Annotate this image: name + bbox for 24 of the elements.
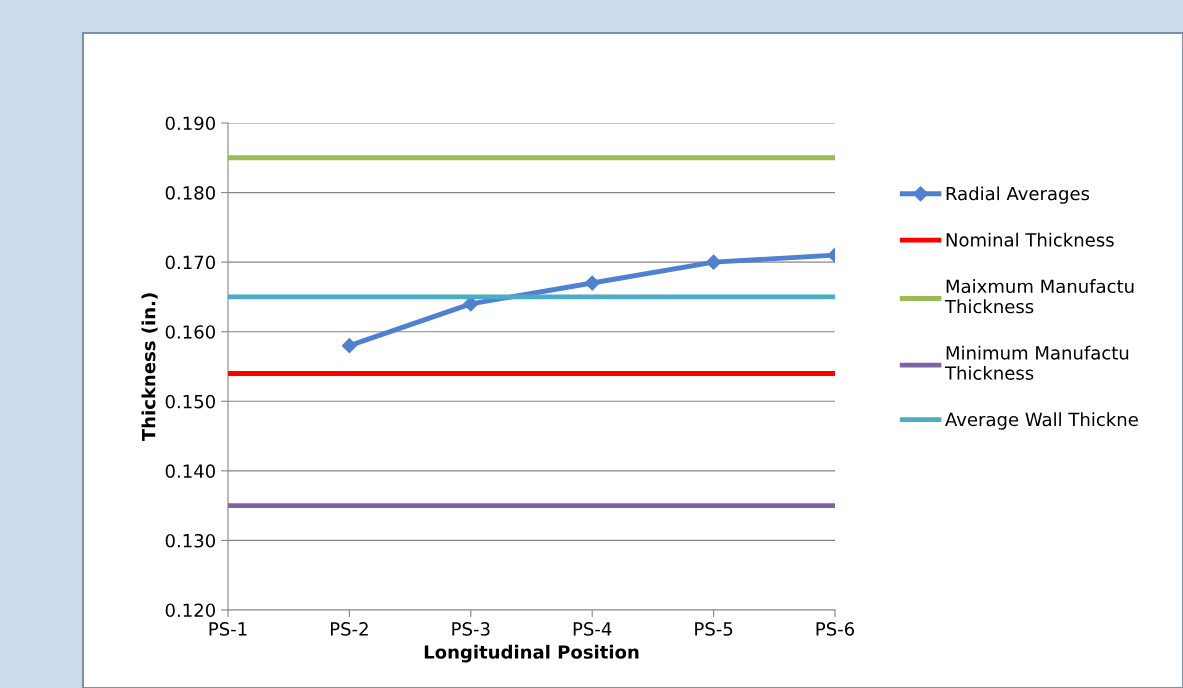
legend-label: Maixmum Manufactu Thickness [944, 279, 1134, 314]
legend-label: Nominal Thickness [946, 232, 1114, 247]
x-axis-title: Longitudinal Position [424, 644, 639, 663]
y-tick-label: 0.170 [165, 255, 215, 270]
y-axis-title: Thickness (in.) [141, 293, 158, 442]
x-tick-label: PS-3 [452, 622, 490, 636]
point [584, 275, 600, 291]
y-tick-label: 0.140 [165, 464, 215, 478]
y-tick-label: 0.120 [165, 603, 215, 618]
point [341, 338, 357, 354]
x-tick-label: PS-5 [695, 622, 733, 636]
legend-label: Radial Averages [946, 186, 1090, 204]
legend-label: Minimum Manufactu Thickness [944, 345, 1129, 380]
x-tick-label: PS-6 [816, 622, 855, 636]
x-tick-label: PS-1 [209, 622, 247, 636]
legend-label: Average Wall Thickne [945, 412, 1138, 430]
y-tick-label: 0.150 [165, 394, 215, 409]
point [706, 254, 722, 270]
y-tick-label: 0.160 [165, 325, 215, 339]
y-tick-label: 0.130 [165, 533, 215, 548]
x-tick-label: PS-2 [331, 622, 368, 636]
y-tick-label: 0.180 [165, 186, 215, 200]
x-tick-label: PS-4 [573, 622, 612, 636]
y-tick-label: 0.190 [165, 116, 215, 131]
